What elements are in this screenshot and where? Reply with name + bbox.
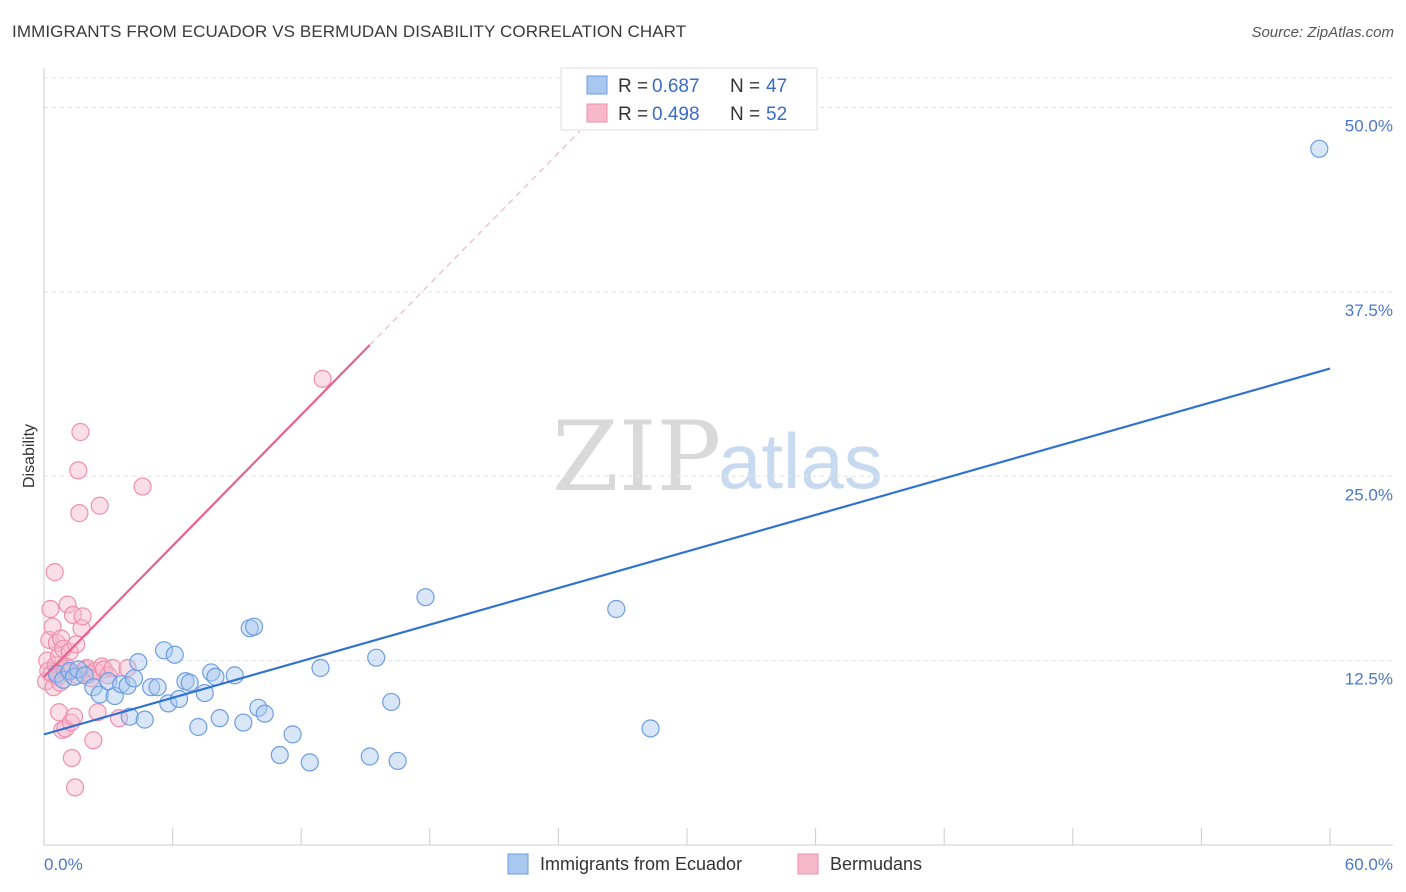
bottom-legend-swatch-ecuador[interactable] (507, 853, 529, 875)
ecuador-point[interactable] (189, 717, 208, 737)
bermudan-point[interactable] (84, 731, 103, 750)
bermudan-trend-extension (369, 130, 581, 346)
bermudan-point[interactable] (62, 748, 81, 768)
bottom-legend-label-bermudans[interactable]: Bermudans (830, 854, 922, 874)
ecuador-point[interactable] (105, 686, 124, 706)
ecuador-point[interactable] (255, 704, 274, 723)
bermudan-point[interactable] (58, 595, 77, 614)
bermudans-points (37, 369, 332, 797)
ecuador-point[interactable] (180, 673, 199, 692)
legend-n-label-bermudans: N = (730, 104, 760, 125)
bermudan-point[interactable] (69, 461, 88, 480)
x-tick-label-min: 0.0% (44, 855, 83, 874)
ecuador-point[interactable] (1310, 139, 1329, 158)
ecuador-point[interactable] (124, 669, 144, 688)
bermudan-point[interactable] (90, 496, 109, 515)
ecuador-point[interactable] (244, 617, 264, 636)
ecuador-point[interactable] (270, 745, 289, 765)
ecuador-point[interactable] (641, 719, 660, 738)
ecuador-point[interactable] (165, 645, 184, 664)
source-credit: Source: ZipAtlas.com (1251, 24, 1394, 41)
ecuador-point[interactable] (210, 709, 229, 728)
legend-n-value-bermudans: 52 (766, 104, 787, 125)
x-tick-label-max: 60.0% (1345, 855, 1393, 874)
legend-r-value-bermudans: 0.498 (652, 104, 700, 125)
legend-n-value-ecuador: 47 (766, 76, 787, 97)
chart-title: IMMIGRANTS FROM ECUADOR VS BERMUDAN DISA… (12, 22, 687, 41)
axes (43, 68, 1393, 846)
series-legend: Immigrants from Ecuador Bermudans (507, 853, 922, 875)
ecuador-point[interactable] (300, 753, 319, 772)
y-tick-labels: 12.5% 25.0% 37.5% 50.0% (1345, 117, 1393, 689)
bermudan-point[interactable] (73, 607, 92, 626)
legend-swatch-ecuador (586, 75, 608, 95)
bermudan-point[interactable] (41, 599, 60, 619)
watermark: ZIP atlas (552, 401, 883, 513)
bermudan-point[interactable] (63, 605, 83, 625)
gridlines (44, 77, 1393, 662)
ecuador-point[interactable] (154, 641, 174, 660)
ecuador-point[interactable] (129, 652, 148, 672)
y-tick-label: 25.0% (1345, 485, 1393, 504)
watermark-atlas: atlas (718, 417, 883, 505)
ecuador-point[interactable] (135, 710, 154, 729)
bermudan-point[interactable] (313, 369, 332, 388)
y-tick-label: 50.0% (1345, 117, 1393, 136)
legend-n-label-ecuador: N = (730, 76, 760, 97)
ecuador-point[interactable] (360, 747, 379, 766)
bermudan-point[interactable] (133, 477, 152, 496)
x-ticks (43, 828, 1331, 845)
ecuador-point[interactable] (90, 685, 109, 704)
bermudan-point[interactable] (88, 703, 107, 722)
bermudan-point[interactable] (65, 778, 85, 797)
ecuador-point[interactable] (142, 678, 161, 697)
trend-lines (43, 130, 1331, 736)
legend-r-label-bermudans: R = (618, 104, 648, 125)
ecuador-point[interactable] (234, 713, 253, 732)
bottom-legend-swatch-bermudans[interactable] (797, 853, 819, 875)
legend-swatch-bermudans (586, 103, 608, 123)
y-axis-title: Disability (21, 424, 38, 488)
ecuador-point[interactable] (148, 678, 167, 697)
bermudan-trend-line (43, 344, 371, 678)
ecuador-point[interactable] (118, 676, 137, 695)
ecuador-point[interactable] (382, 692, 401, 712)
legend-r-value-ecuador: 0.687 (652, 76, 700, 97)
bermudan-point[interactable] (45, 563, 64, 582)
ecuador-point[interactable] (120, 707, 139, 726)
legend-r-label-ecuador: R = (618, 76, 648, 97)
y-tick-label: 37.5% (1345, 301, 1393, 320)
ecuador-trend-line (43, 367, 1331, 736)
stats-legend: R = 0.687 N = 47 R = 0.498 N = 52 (560, 67, 818, 131)
bermudan-point[interactable] (71, 422, 90, 442)
bermudan-point[interactable] (64, 707, 84, 726)
ecuador-point[interactable] (388, 751, 407, 771)
bermudan-point[interactable] (118, 658, 137, 678)
ecuador-point[interactable] (607, 599, 626, 619)
ecuador-point[interactable] (367, 648, 386, 667)
ecuador-point[interactable] (283, 725, 302, 744)
bermudan-point[interactable] (49, 703, 69, 722)
bottom-legend-label-ecuador[interactable]: Immigrants from Ecuador (540, 854, 742, 874)
ecuador-point[interactable] (416, 588, 435, 607)
ecuador-point[interactable] (169, 689, 189, 709)
watermark-zip: ZIP (552, 401, 721, 513)
y-tick-label: 12.5% (1345, 670, 1393, 689)
ecuador-point[interactable] (311, 658, 330, 678)
bermudan-point[interactable] (70, 504, 89, 523)
